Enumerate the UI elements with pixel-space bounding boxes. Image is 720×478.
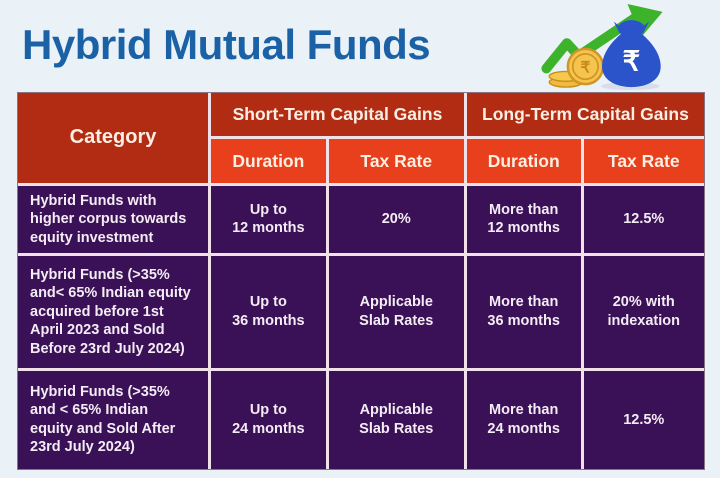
- row2-category-cell: Hybrid Funds (>35% and< 65% Indian equit…: [18, 256, 209, 368]
- svg-text:₹: ₹: [580, 59, 590, 76]
- svg-text:₹: ₹: [623, 45, 640, 76]
- column-header-st-duration: Duration: [211, 139, 326, 183]
- row1-lt-duration-cell: More than 12 months: [466, 185, 581, 254]
- row2-st-tax-rate-cell: Applicable Slab Rates: [328, 256, 464, 368]
- group-header-long-term: Long-Term Capital Gains: [466, 93, 704, 137]
- capital-gains-table: Category Short-Term Capital Gains Long-T…: [17, 92, 705, 470]
- column-header-lt-duration: Duration: [466, 139, 581, 183]
- row3-lt-duration-cell: More than 24 months: [466, 370, 581, 469]
- money-bag-icon: ₹: [601, 20, 661, 90]
- page-title: Hybrid Mutual Funds: [22, 21, 431, 68]
- money-growth-icon: ₹ ₹: [541, 4, 663, 90]
- column-header-st-tax-rate: Tax Rate: [328, 139, 464, 183]
- row3-lt-tax-rate-cell: 12.5%: [583, 370, 704, 469]
- row3-st-duration-cell: Up to 24 months: [211, 370, 326, 469]
- rupee-coin-icon: ₹: [566, 47, 605, 86]
- row2-lt-duration-cell: More than 36 months: [466, 256, 581, 368]
- row2-st-duration-cell: Up to 36 months: [211, 256, 326, 368]
- row3-st-tax-rate-cell: Applicable Slab Rates: [328, 370, 464, 469]
- row1-lt-tax-rate-cell: 12.5%: [583, 185, 704, 254]
- group-header-short-term: Short-Term Capital Gains: [211, 93, 464, 137]
- growth-arrow-icon: [541, 4, 663, 74]
- row1-st-tax-rate-cell: 20%: [328, 185, 464, 254]
- row1-st-duration-cell: Up to 12 months: [211, 185, 326, 254]
- row1-category-cell: Hybrid Funds with higher corpus towards …: [18, 185, 209, 254]
- row2-lt-tax-rate-cell: 20% with indexation: [583, 256, 704, 368]
- column-header-category: Category: [18, 93, 209, 183]
- column-header-lt-tax-rate: Tax Rate: [583, 139, 704, 183]
- row3-category-cell: Hybrid Funds (>35% and < 65% Indian equi…: [18, 370, 209, 469]
